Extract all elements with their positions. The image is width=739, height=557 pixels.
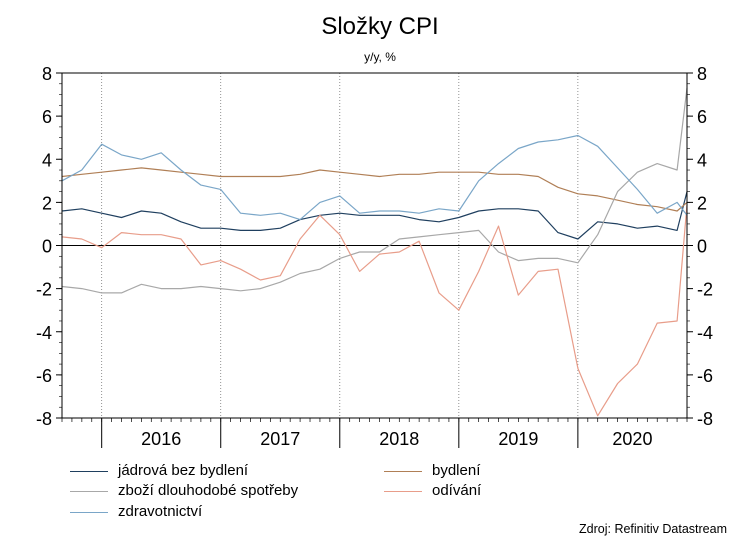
- legend-item-durables: zboží dlouhodobé spotřeby: [70, 481, 298, 501]
- y-tick-label-right: -8: [697, 409, 713, 429]
- y-tick-label-right: 2: [697, 193, 707, 213]
- y-tick-label-right: 0: [697, 237, 707, 257]
- legend-item-clothing: odívání: [384, 481, 481, 501]
- y-tick-label-right: -4: [697, 323, 713, 343]
- axes: 2016 2017 2018 2019 2020 -8 -8 -6 -6 -4 -4 -2 -2 0 0 2 2…: [36, 64, 713, 449]
- y-tick-label-right: 8: [697, 64, 707, 84]
- series-line-3: [61, 204, 688, 417]
- legend-swatch-housing: [384, 470, 422, 472]
- legend-item-housing: bydlení: [384, 461, 480, 481]
- y-tick-label-left: 8: [42, 64, 52, 84]
- legend-label-housing: bydlení: [432, 462, 481, 479]
- legend-swatch-health: [70, 511, 108, 513]
- grid-lines: [101, 73, 579, 418]
- y-tick-label-left: -6: [36, 366, 52, 386]
- series-line-4: [61, 134, 688, 221]
- legend-label-health: zdravotnictví: [118, 503, 203, 520]
- y-tick-label-left: -2: [36, 280, 52, 300]
- y-tick-label-right: -6: [697, 366, 713, 386]
- y-tick-label-left: 6: [42, 107, 52, 127]
- x-tick-label-2016: 2016: [141, 429, 181, 449]
- y-tick-label-right: 4: [697, 150, 707, 170]
- y-tick-label-left: 0: [42, 237, 52, 257]
- legend-swatch-core: [70, 470, 108, 472]
- x-tick-label-2020: 2020: [612, 429, 652, 449]
- x-tick-label-2019: 2019: [498, 429, 538, 449]
- y-tick-label-left: 4: [42, 150, 52, 170]
- y-tick-label-left: 2: [42, 193, 52, 213]
- legend-swatch-clothing: [384, 490, 422, 492]
- chart-title: Složky CPI: [321, 13, 438, 40]
- series-line-0: [61, 191, 688, 240]
- series-lines: [61, 88, 688, 417]
- y-tick-label-right: 6: [697, 107, 707, 127]
- x-tick-label-2017: 2017: [260, 429, 300, 449]
- x-tick-label-2018: 2018: [379, 429, 419, 449]
- y-tick-label-left: -4: [36, 323, 52, 343]
- legend-label-durables: zboží dlouhodobé spotřeby: [118, 482, 299, 499]
- legend-label-core: jádrová bez bydlení: [118, 462, 249, 479]
- y-tick-label-left: -8: [36, 409, 52, 429]
- chart-subtitle: y/y, %: [364, 50, 396, 64]
- legend-label-clothing: odívání: [432, 482, 482, 499]
- series-line-1: [61, 167, 688, 212]
- legend-swatch-durables: [70, 490, 108, 492]
- legend-item-core: jádrová bez bydlení: [70, 461, 248, 481]
- y-tick-label-right: -2: [697, 280, 713, 300]
- series-line-2: [61, 88, 688, 294]
- legend-item-health: zdravotnictví: [70, 502, 202, 522]
- source-note: Zdroj: Refinitiv Datastream: [579, 522, 727, 536]
